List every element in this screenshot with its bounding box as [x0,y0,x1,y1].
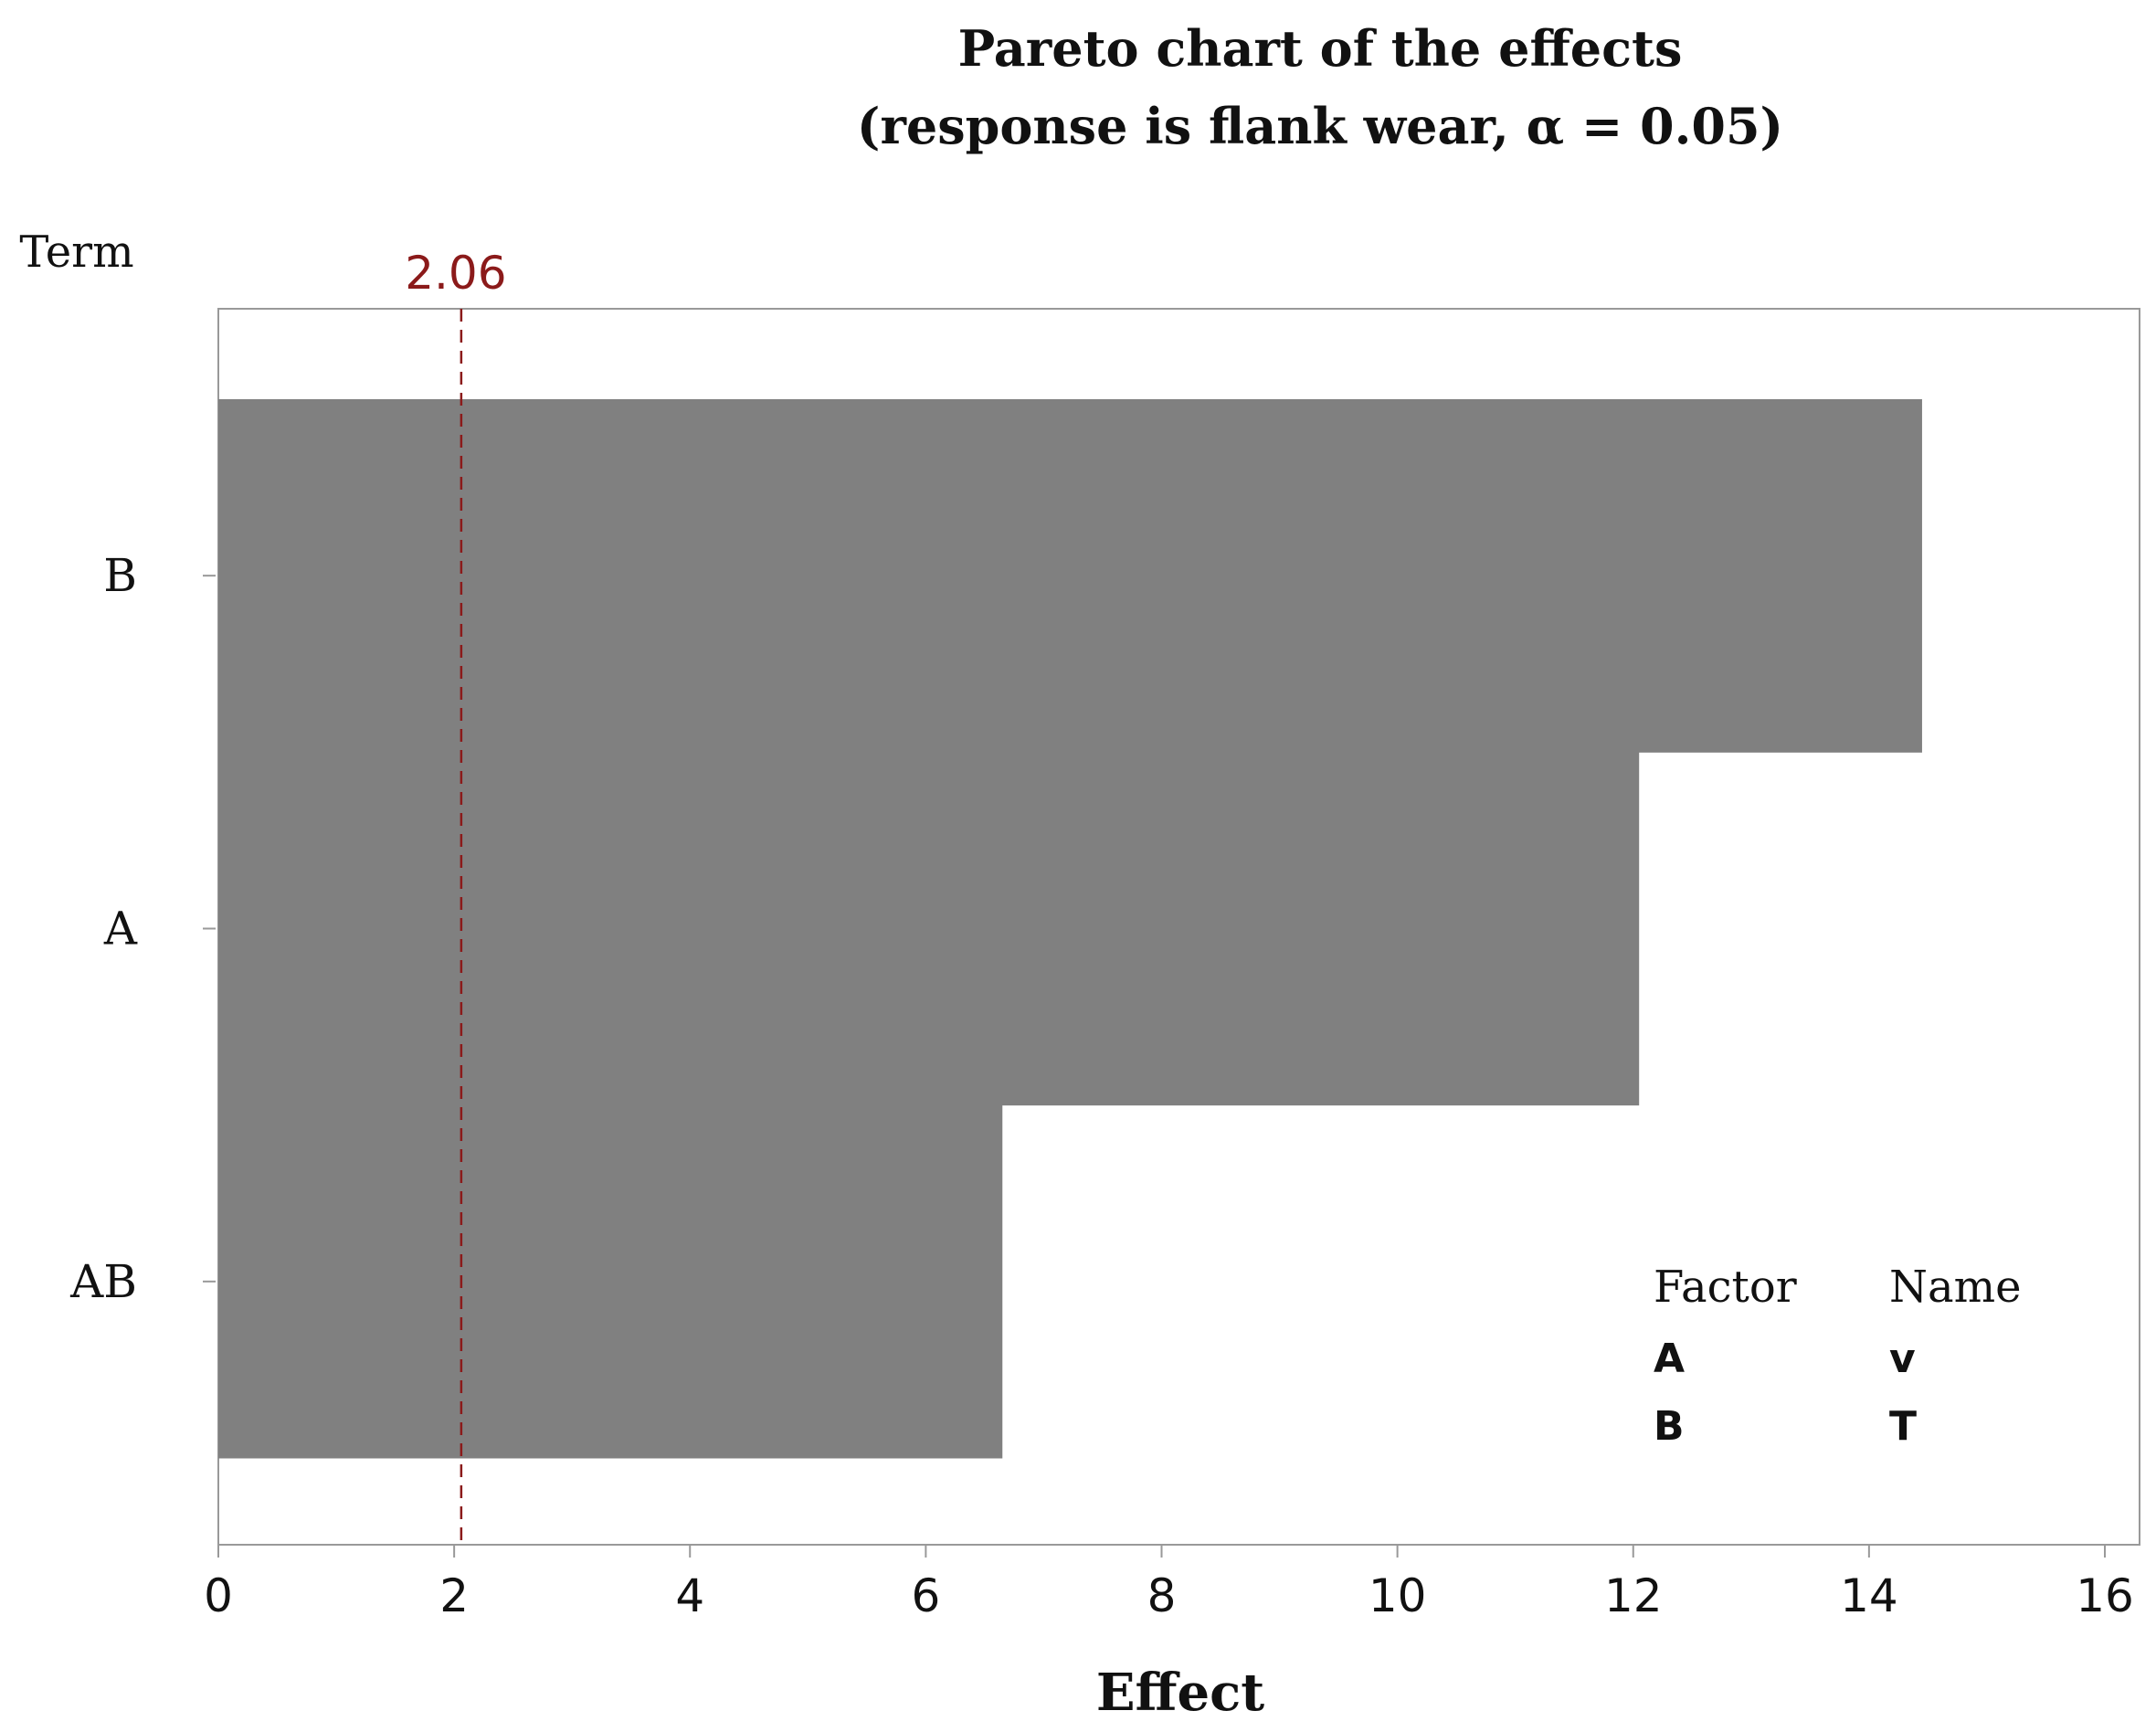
legend-header-name: Name [1889,1262,2022,1313]
x-axis-ticks: 0 2 4 6 8 10 12 14 16 [204,1545,2134,1622]
legend-name-b: T [1889,1403,1917,1450]
reference-line-layer: 2.06 [405,247,507,1545]
x-tick-label-1: 2 [439,1569,469,1622]
legend-factor-b: B [1654,1403,1685,1450]
y-tick-label-ab: AB [69,1255,137,1308]
y-axis-title: Term [19,227,133,278]
bars-layer [218,399,1922,1459]
legend-factor-a: A [1654,1336,1685,1382]
bar-b [218,399,1922,753]
chart-subtitle: (response is flank wear, α = 0.05) [857,97,1783,155]
x-tick-label-3: 6 [911,1569,940,1622]
bar-a [218,752,1640,1106]
legend-header-factor: Factor [1654,1262,1797,1313]
chart-title: Pareto chart of the effects [958,19,1683,78]
x-tick-label-5: 10 [1369,1569,1427,1622]
x-tick-label-0: 0 [204,1569,233,1622]
reference-line-label: 2.06 [405,247,506,300]
x-axis-title: Effect [1096,1663,1264,1723]
y-tick-label-a: A [103,903,138,956]
x-tick-label-7: 14 [1840,1569,1898,1622]
x-tick-label-8: 16 [2076,1569,2134,1622]
y-axis-ticks: B A AB [69,549,216,1308]
legend-table: Factor Name A v B T [1654,1262,2022,1450]
x-tick-label-2: 4 [675,1569,704,1622]
x-tick-label-6: 12 [1604,1569,1663,1622]
y-tick-label-b: B [103,549,137,602]
legend-name-a: v [1889,1336,1916,1382]
x-tick-label-4: 8 [1147,1569,1177,1622]
bar-ab [218,1104,1003,1459]
